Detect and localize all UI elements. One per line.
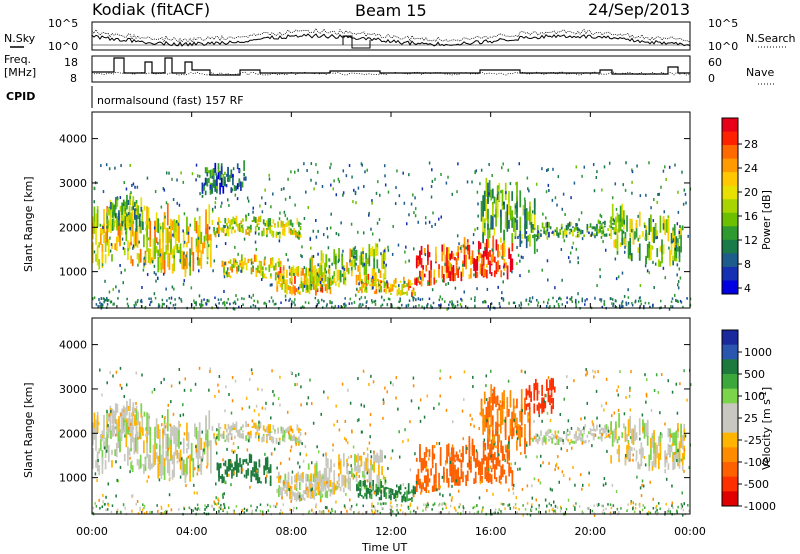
noise-panel (91, 21, 691, 51)
noise-tick-left-bottom: 10^0 (48, 40, 78, 53)
x-axis-label: Time UT (361, 541, 407, 554)
beam-title: Beam 15 (355, 1, 427, 20)
colorbar-tick-label: 25 (744, 412, 758, 425)
colorbar-tick-label: 8 (744, 258, 751, 271)
colorbar-tick-label: -500 (744, 478, 769, 491)
power-scatter-cells (92, 160, 692, 311)
y-tick-label: 1000 (59, 472, 87, 485)
colorbar-tick-label: 20 (744, 186, 758, 199)
y-tick-label: 4000 (59, 133, 87, 146)
radar-title: Kodiak (fitACF) (92, 0, 210, 19)
nsearch-label: N.Search (746, 32, 796, 45)
colorbar-tick-label: 500 (744, 368, 765, 381)
x-tick-label: 16:00 (475, 525, 507, 538)
velocity-scatter-cells (92, 366, 692, 517)
nave-tick-bottom: 0 (708, 72, 715, 85)
x-tick-label: 00:00 (76, 525, 108, 538)
velocity-panel: 1000 2000 3000 4000 (59, 317, 692, 517)
colorbar-tick-label: 100 (744, 390, 765, 403)
velocity-y-axis-label: Slant Range [km] (22, 382, 35, 478)
freq-unit-label: [MHz] (4, 66, 36, 79)
cpid-text: normalsound (fast) 157 RF (97, 94, 244, 107)
power-panel: 1000 2000 3000 4000 (59, 111, 692, 311)
y-tick-label: 2000 (59, 427, 87, 440)
noise-tick-right-bottom: 10^0 (708, 40, 738, 53)
noise-trace (91, 33, 691, 49)
colorbar-tick-label: 16 (744, 210, 758, 223)
x-tick-label: 00:00 (674, 525, 706, 538)
x-tick-label: 20:00 (574, 525, 606, 538)
noise-search-trace (91, 27, 691, 43)
x-tick-label: 04:00 (176, 525, 208, 538)
x-tick-label: 12:00 (375, 525, 407, 538)
velocity-colorbar-label: Velocity [m s-1] (759, 387, 773, 470)
colorbar-tick-label: -25 (744, 434, 762, 447)
cpid-label: CPID (6, 90, 35, 103)
noise-tick-left-top: 10^5 (48, 17, 78, 30)
colorbar-tick-label: 28 (744, 138, 758, 151)
x-tick-label: 08:00 (275, 525, 307, 538)
nsky-label: N.Sky (4, 32, 36, 45)
nave-trace (91, 71, 690, 76)
power-colorbar-label: Power [dB] (760, 190, 773, 250)
y-tick-label: 3000 (59, 383, 87, 396)
freq-trace (92, 57, 690, 76)
nave-tick-top: 60 (708, 56, 722, 69)
freq-label: Freq. (4, 53, 31, 66)
noise-tick-right-top: 10^5 (708, 17, 738, 30)
colorbar-tick-label: -100 (744, 456, 769, 469)
colorbar-tick-label: 4 (744, 282, 751, 295)
y-tick-label: 1000 (59, 266, 87, 279)
colorbar-tick-label: 1000 (744, 346, 772, 359)
power-colorbar: 28 24 20 16 12 8 4 Power [dB] (721, 117, 773, 295)
freq-tick-top: 18 (64, 56, 78, 69)
colorbar-tick-label: 24 (744, 162, 758, 175)
colorbar-tick-label: 12 (744, 234, 758, 247)
y-tick-label: 4000 (59, 339, 87, 352)
y-tick-label: 2000 (59, 221, 87, 234)
freq-tick-bottom: 8 (70, 72, 77, 85)
power-y-axis-label: Slant Range [km] (22, 176, 35, 272)
date-title: 24/Sep/2013 (588, 0, 690, 19)
y-tick-label: 3000 (59, 177, 87, 190)
velocity-colorbar: 1000 500 100 25 -25 -100 -500 -1000 Velocity [m… (721, 329, 776, 513)
colorbar-tick-label: -1000 (744, 500, 776, 513)
freq-panel (91, 55, 691, 83)
nave-label: Nave (746, 66, 774, 79)
